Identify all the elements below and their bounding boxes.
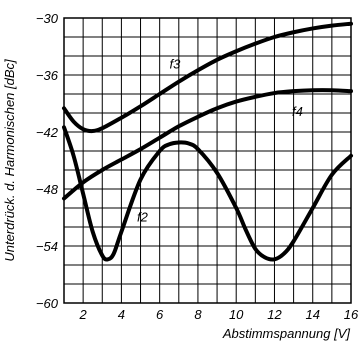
x-tick-label: 16 (344, 307, 359, 322)
grid (64, 18, 351, 303)
y-tick-label: −30 (36, 11, 59, 26)
y-tick-label: −48 (36, 182, 59, 197)
series-labels: f3 f4 f2 (137, 56, 303, 224)
y-tick-label: −36 (36, 68, 59, 83)
series-label-f2: f2 (137, 209, 149, 224)
x-tick-label: 6 (156, 307, 164, 322)
series-line-f3 (62, 21, 353, 134)
y-tick-label: −42 (36, 125, 59, 140)
x-tick-label: 8 (194, 307, 202, 322)
x-tick-label: 12 (267, 307, 282, 322)
y-tick-label: −60 (36, 296, 59, 311)
plot-border (63, 17, 352, 304)
y-axis-title: Unterdrück. d. Harmonischen [dBc] (2, 59, 17, 262)
plot-frame (63, 17, 352, 304)
series-label-f4: f4 (292, 104, 303, 119)
series-lines (62, 21, 353, 262)
tick-labels: 2 4 6 8 10 12 14 16 −60 −54 −48 −42 −36 −30 (36, 11, 359, 322)
x-tick-label: 4 (118, 307, 125, 322)
x-tick-label: 2 (79, 307, 88, 322)
x-tick-label: 10 (229, 307, 244, 322)
x-tick-label: 14 (305, 307, 319, 322)
x-axis-title: Abstimmspannung [V] (222, 326, 351, 341)
series-line-f4 (62, 88, 353, 201)
y-tick-label: −54 (36, 239, 58, 254)
series-line-f2 (62, 125, 353, 262)
series-label-f3: f3 (170, 56, 182, 71)
